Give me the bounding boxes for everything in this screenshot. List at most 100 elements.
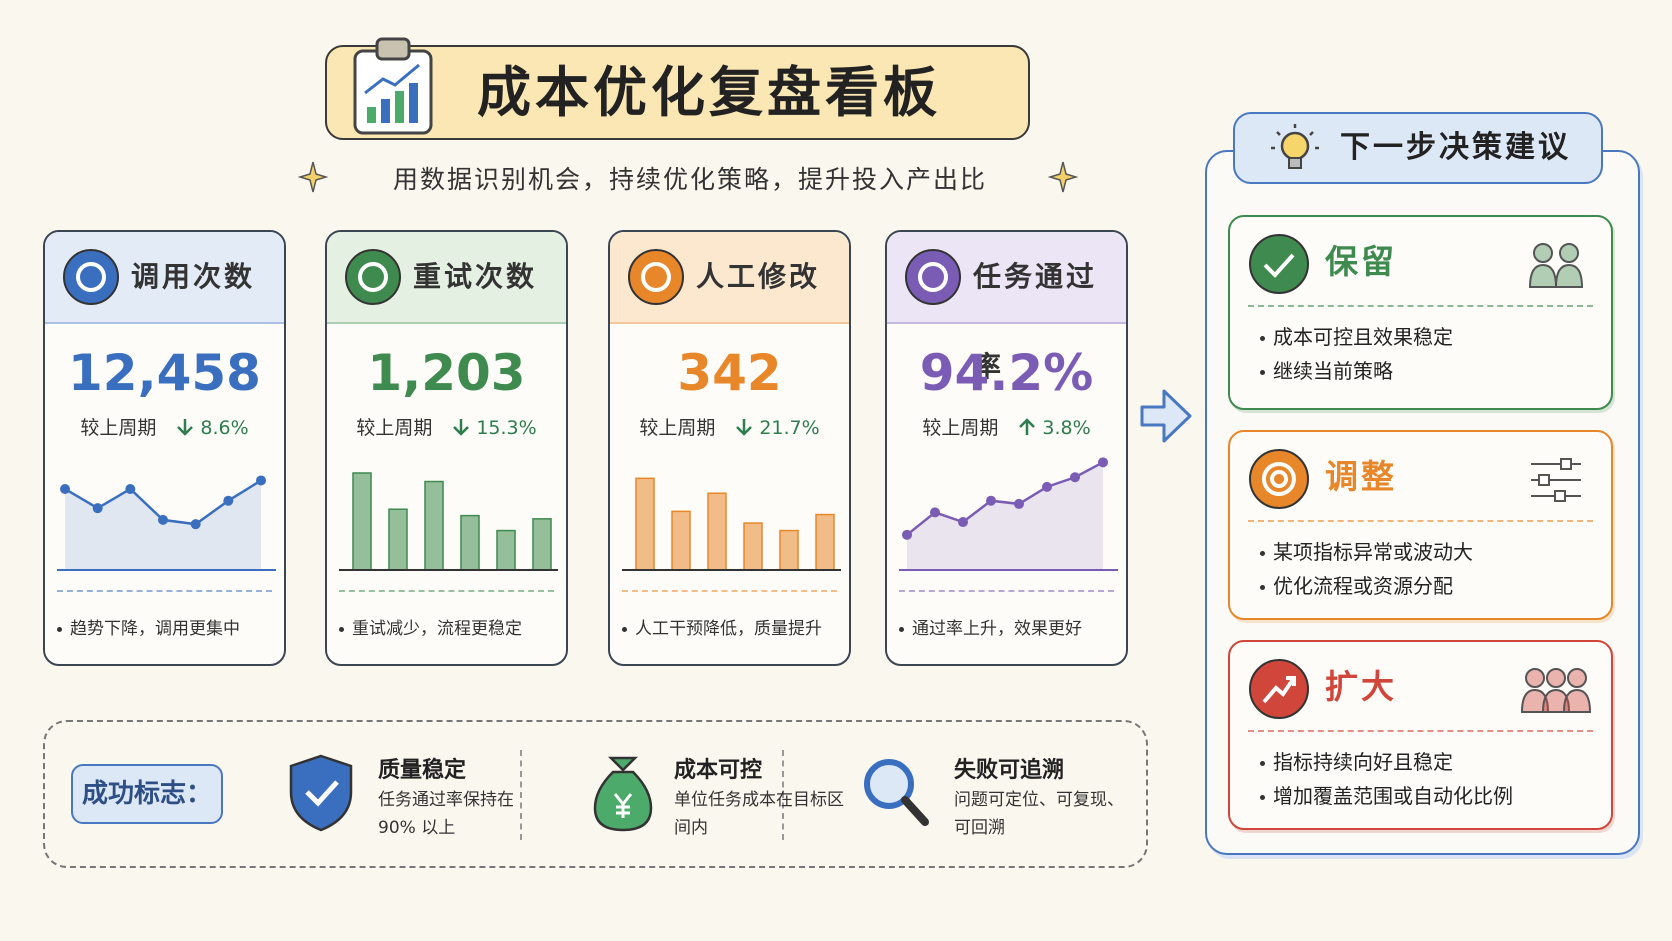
divider (622, 590, 837, 592)
trend-arrow (1019, 418, 1036, 435)
bullet (1260, 761, 1265, 766)
bullet (1260, 795, 1265, 800)
divider (899, 590, 1114, 592)
compare-row: 较上周期 15.3% (327, 413, 566, 440)
bullet-text: 成本可控且效果稳定 (1273, 325, 1453, 349)
point (223, 495, 234, 506)
success-text: 单位任务成本在目标区间内 (674, 790, 844, 838)
lens (864, 759, 914, 809)
body (1528, 263, 1558, 288)
bar (707, 492, 727, 571)
mini-chart (339, 472, 558, 571)
bullet (1260, 551, 1265, 556)
bullet (1260, 336, 1265, 341)
side-icon (1528, 243, 1584, 288)
point (1014, 498, 1024, 509)
icon-glyph (1262, 676, 1296, 704)
arrow (1019, 418, 1036, 435)
area (907, 462, 1103, 570)
point (190, 519, 201, 530)
trend-arrow (453, 419, 470, 436)
arrow (453, 419, 470, 436)
body (1554, 263, 1584, 288)
compare-label: 较上周期 (80, 417, 157, 439)
bar (460, 514, 480, 571)
body (1521, 688, 1550, 713)
decision-icon (1249, 449, 1309, 509)
head (1567, 668, 1587, 688)
success-title: 质量稳定 (378, 758, 467, 783)
icon-circle (1249, 449, 1309, 509)
point (125, 483, 136, 494)
success-box: 成功标志： 质量稳定 任务通过率保持在 90% 以上 成本可控 单位任务成本在目标区间… (43, 720, 1148, 868)
bullet (1260, 585, 1265, 590)
icon-glyph (1263, 253, 1295, 278)
body (1562, 688, 1591, 713)
icon-circle (1249, 234, 1309, 294)
head (1533, 243, 1553, 263)
point (986, 495, 996, 506)
icon-glyph (358, 262, 388, 292)
bullet-item: 指标持续向好且稳定 (1260, 746, 1453, 775)
icon-circle (63, 249, 119, 305)
icon-circle (628, 249, 684, 305)
metric-card: 任务通过率 94.2% 较上周期 3.8% 通过率上升，效果更好 (885, 230, 1128, 666)
clipboard-icon (353, 37, 433, 135)
bullet-item: 增加覆盖范围或自动化比例 (1260, 780, 1513, 809)
bullet-text: 增加覆盖范围或自动化比例 (1273, 784, 1513, 808)
bullet (899, 626, 904, 632)
metric-card: 调用次数 12,458 较上周期 8.6% 趋势下降，调用更集中 (43, 230, 286, 666)
card-value: 1,203 (367, 344, 526, 402)
card-icon (905, 249, 961, 305)
note-text: 人工干预降低，质量提升 (635, 619, 822, 639)
bullet (1260, 370, 1265, 375)
bullet-text: 某项指标异常或波动大 (1273, 540, 1473, 564)
bar (496, 529, 516, 571)
side-icon (1531, 458, 1581, 502)
mini-chart (57, 475, 276, 571)
success-title: 失败可追溯 (954, 758, 1065, 783)
knob (1554, 490, 1566, 502)
card-icon (345, 249, 401, 305)
trend-arrow (736, 419, 753, 436)
subtitle: 用数据识别机会，持续优化策略，提升投入产出比 (392, 165, 987, 194)
bullet-text: 继续当前策略 (1273, 359, 1393, 383)
head (1559, 243, 1579, 263)
title-box: 成本优化复盘看板 (325, 37, 1030, 140)
card-icon (628, 249, 684, 305)
bullet (57, 626, 62, 632)
metric-card: 人工修改 342 较上周期 21.7% 人工干预降低，质量提升 (608, 230, 851, 666)
yen (613, 793, 633, 818)
icon-glyph (918, 262, 948, 292)
icon-circle (905, 249, 961, 305)
point (1070, 472, 1080, 483)
arrow (736, 419, 753, 436)
bullet-item: 某项指标异常或波动大 (1260, 536, 1473, 565)
compare-row: 较上周期 8.6% (45, 413, 284, 440)
bar (671, 510, 691, 571)
handle (901, 796, 929, 826)
bulb-icon (1271, 124, 1319, 169)
divider (339, 590, 554, 592)
card-note: 人工干预降低，质量提升 (622, 614, 822, 639)
compare-label: 较上周期 (356, 417, 433, 439)
card-value: 342 (677, 344, 782, 402)
divider (57, 590, 272, 592)
bullet-text: 指标持续向好且稳定 (1273, 750, 1453, 774)
change: 21.7% (759, 417, 820, 439)
card-note: 趋势下降，调用更集中 (57, 614, 240, 639)
bar (388, 508, 408, 571)
point (958, 517, 968, 528)
shield (289, 754, 353, 832)
bar (815, 513, 835, 571)
head (1525, 668, 1545, 688)
metric-card: 重试次数 1,203 较上周期 15.3% 重试减少，流程更稳定 (325, 230, 568, 666)
point (92, 503, 103, 514)
head (1546, 668, 1566, 688)
decision-title: 调整 (1325, 457, 1397, 496)
success-icon (593, 756, 653, 832)
success-text: 问题可定位、可复现、可回溯 (954, 790, 1124, 838)
decision-item: 保留 成本可控且效果稳定 继续当前策略 (1228, 215, 1613, 410)
title: 成本优化复盘看板 (477, 61, 941, 124)
bar (424, 480, 444, 571)
